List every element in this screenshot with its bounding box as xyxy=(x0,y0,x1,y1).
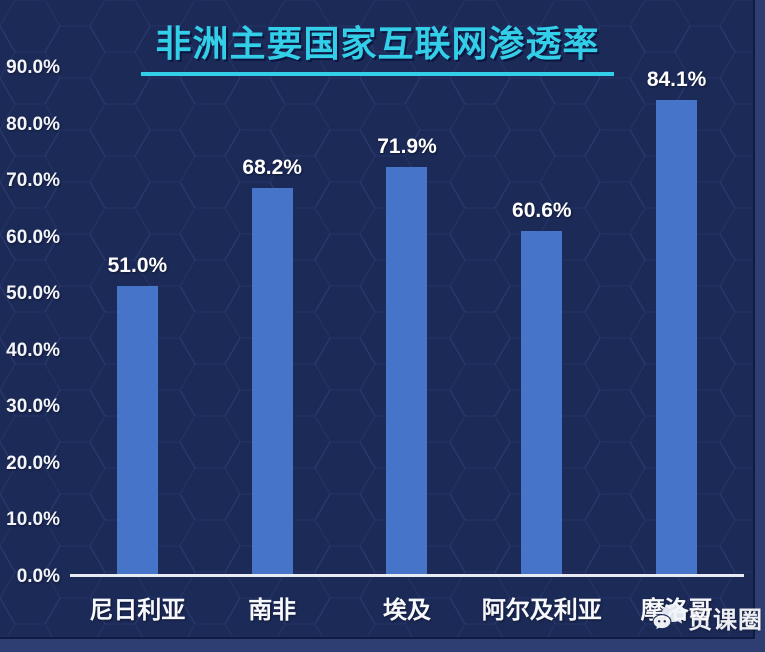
y-tick-label: 40.0% xyxy=(6,339,60,361)
x-category-label: 尼日利亚 xyxy=(89,597,186,624)
x-category-label: 阿尔及利亚 xyxy=(481,597,602,624)
bar xyxy=(656,100,698,574)
y-tick-label: 70.0% xyxy=(6,170,60,192)
y-tick-label: 20.0% xyxy=(6,452,60,474)
chart-card: 非洲主要国家互联网渗透率 0.0% 10.0% 20.0% 30.0% 40.0% 50.… xyxy=(0,0,755,639)
bar-value-label: 60.6% xyxy=(512,199,572,223)
y-tick-label: 80.0% xyxy=(6,113,60,135)
y-tick-label: 60.0% xyxy=(6,226,60,248)
chart-title: 非洲主要国家互联网渗透率 xyxy=(141,15,614,76)
x-category-label: 埃及 xyxy=(382,597,431,624)
watermark-text: 贸课圈 xyxy=(688,607,763,634)
y-tick-label: 50.0% xyxy=(6,283,60,305)
bar-value-label: 51.0% xyxy=(107,253,168,277)
y-axis: 0.0% 10.0% 20.0% 30.0% 40.0% 50.0% 60.0% 70.0% 8… xyxy=(0,0,60,637)
bar-slot: 84.1% xyxy=(609,68,744,574)
bar-value-label: 84.1% xyxy=(646,68,707,91)
plot-area: 51.0% 68.2% 71.9% 60.6% 84.1% xyxy=(70,68,744,577)
bar-value-label: 68.2% xyxy=(242,156,302,180)
y-tick-label: 10.0% xyxy=(6,509,60,531)
watermark: 贸课圈 xyxy=(652,600,763,635)
bar xyxy=(251,188,293,574)
bar-slot: 71.9% xyxy=(340,68,475,574)
bar xyxy=(116,285,158,574)
y-tick-label: 30.0% xyxy=(6,396,60,418)
x-axis: 尼日利亚南非埃及阿尔及利亚摩洛哥 xyxy=(70,590,744,625)
x-category-label: 南非 xyxy=(248,597,297,624)
bar-slot: 51.0% xyxy=(70,68,205,574)
bar xyxy=(521,231,563,574)
bar-value-label: 71.9% xyxy=(377,135,437,159)
bar xyxy=(386,167,428,574)
bar-slot: 68.2% xyxy=(205,68,340,574)
bar-slot: 60.6% xyxy=(474,68,609,574)
y-tick-label: 90.0% xyxy=(6,57,60,78)
chart-header: 非洲主要国家互联网渗透率 xyxy=(0,15,753,76)
y-tick-label: 0.0% xyxy=(16,566,60,587)
chat-bubbles-icon xyxy=(652,603,686,631)
